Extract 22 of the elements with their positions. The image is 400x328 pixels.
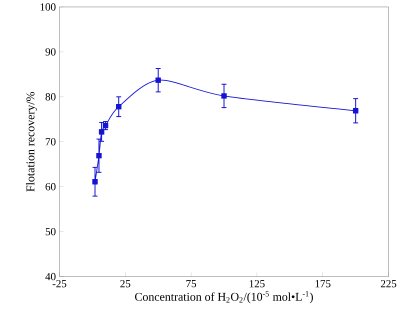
y-tick-label: 60: [46, 182, 56, 190]
x-tick-label: -25: [52, 280, 66, 288]
y-tick-label: 50: [46, 228, 56, 236]
x-tick-label: 175: [316, 280, 330, 288]
y-tick-label: 100: [40, 3, 56, 11]
point: [116, 104, 122, 110]
y-tick-label: 70: [46, 138, 56, 146]
x-tick-label: 25: [120, 280, 130, 288]
point: [155, 77, 161, 83]
x-tick-label: 125: [250, 280, 265, 288]
x-tick-label: 75: [186, 280, 196, 288]
point: [98, 129, 104, 135]
x-tick-label: 225: [380, 280, 396, 288]
y-axis-title: Flotation recovery/%: [26, 92, 37, 192]
y-tick-label: 40: [45, 272, 56, 280]
y-tick-label: 80: [46, 93, 56, 100]
point: [221, 93, 227, 99]
y-tick-label: 90: [45, 48, 56, 56]
point: [92, 178, 98, 184]
text: Concentration of H$_{2}$O$_{2}$/(10$^{-5}$ mol•L$^{-1}$): [135, 291, 313, 304]
point: [96, 152, 102, 158]
point: [352, 108, 358, 114]
